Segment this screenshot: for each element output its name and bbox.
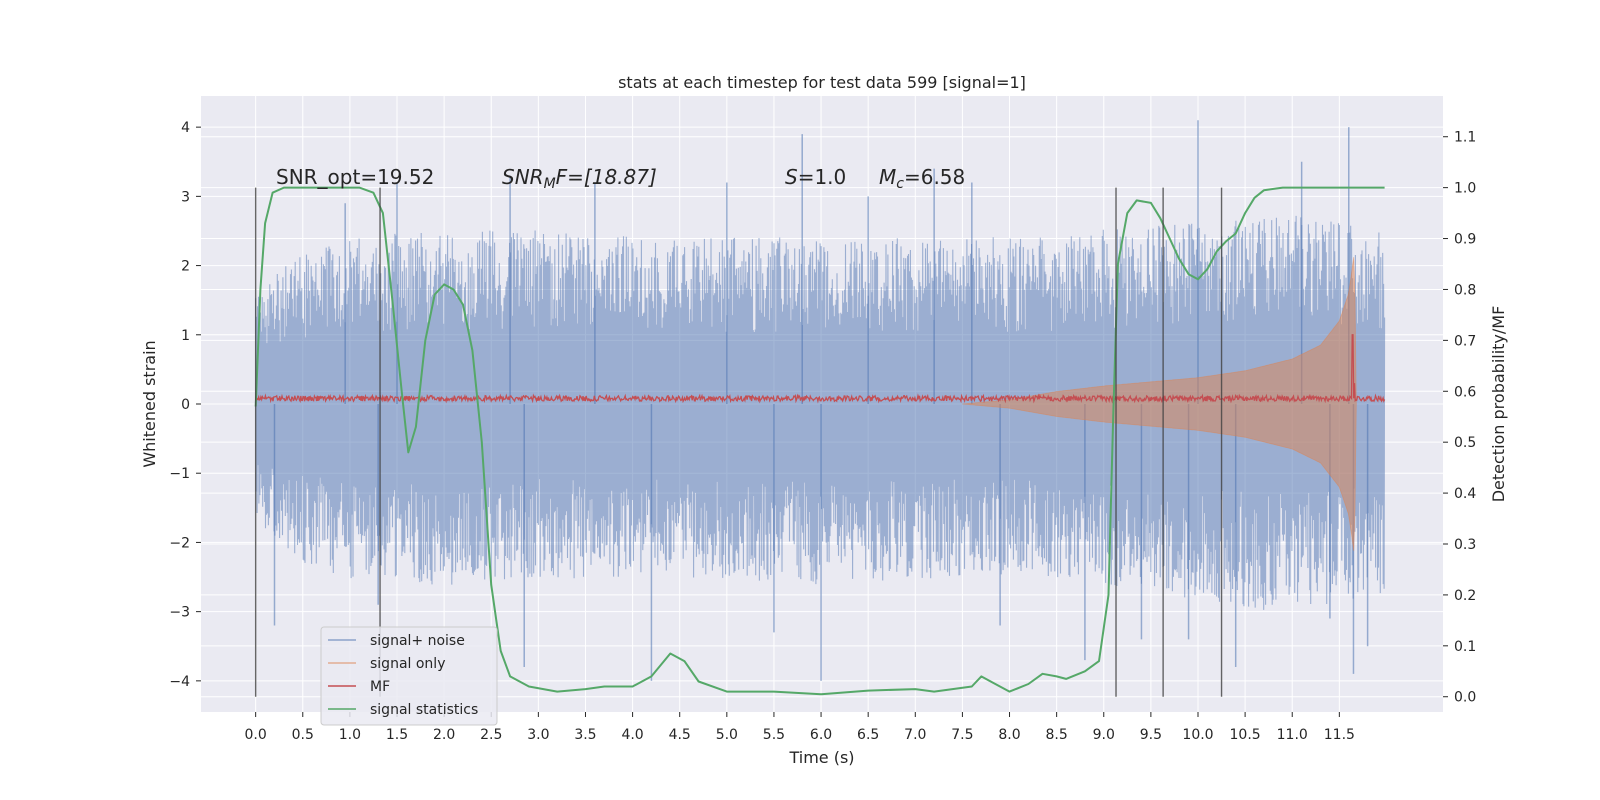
y-axis-right-label: Detection probability/MF: [1489, 306, 1508, 503]
y-right-tick-label: 1.0: [1454, 181, 1476, 197]
x-tick-label: 7.5: [951, 727, 973, 743]
y-tick-label: 4: [181, 120, 190, 136]
annotation-snr-mf-name: SNR: [502, 165, 544, 189]
y-right-tick-label: 0.0: [1454, 690, 1476, 706]
annotation-s: S=1.0: [785, 165, 846, 189]
chart-title: stats at each timestep for test data 599…: [618, 73, 1026, 92]
x-tick-label: 2.5: [480, 727, 502, 743]
x-tick-label: 10.0: [1182, 727, 1213, 743]
annotation-snr-mf: SNRMF=[18.87]: [502, 165, 657, 192]
annotation-mc-value: =6.58: [904, 165, 965, 189]
x-tick-label: 1.5: [386, 727, 408, 743]
x-tick-label: 9.5: [1140, 727, 1162, 743]
y-tick-label: −4: [169, 674, 190, 690]
axes: 0.0 0.5 1.0 1.5 2.0 2.5 3.0 3.5 4.0 4.5 5.0 5.5 6.0 6…: [169, 120, 1476, 743]
y-tick-label: −1: [169, 466, 190, 482]
x-tick-label: 6.0: [810, 727, 832, 743]
y-right-tick-label: 0.1: [1454, 639, 1476, 655]
series-layer: [254, 120, 1386, 696]
x-tick-label: 7.0: [904, 727, 926, 743]
x-tick-label: 6.5: [857, 727, 879, 743]
y-tick-label: −2: [169, 535, 190, 551]
y-right-tick-label: 0.8: [1454, 282, 1476, 298]
y-right-tick-label: 0.3: [1454, 537, 1476, 553]
y-tick-label: 2: [181, 259, 190, 275]
x-tick-label: 11.5: [1324, 727, 1355, 743]
y-right-tick-label: 0.7: [1454, 333, 1476, 349]
y-tick-label: 0: [181, 397, 190, 413]
x-axis-label: Time (s): [788, 748, 854, 767]
legend: signal+ noise signal only MF signal stat…: [320, 626, 498, 726]
annotation-s-name: S: [785, 165, 798, 189]
y-tick-label: 3: [181, 189, 190, 205]
series-mf: [255, 334, 1386, 404]
y-right-tick-label: 0.4: [1454, 486, 1476, 502]
annotation-mc-sub: c: [896, 176, 904, 192]
x-tick-label: 3.5: [574, 727, 596, 743]
y-right-tick-label: 0.9: [1454, 232, 1476, 248]
series-signal-noise: [255, 215, 1386, 610]
y-tick-label: −3: [169, 605, 190, 621]
series-signal-statistics: [254, 186, 1385, 696]
x-tick-label: 9.0: [1093, 727, 1115, 743]
legend-box: [320, 626, 498, 726]
x-tick-label: 2.0: [433, 727, 455, 743]
x-tick-label: 1.0: [339, 727, 361, 743]
x-tick-label: 4.0: [621, 727, 643, 743]
x-tick-label: 11.0: [1277, 727, 1308, 743]
y-axis-label: Whitened strain: [140, 340, 159, 467]
vertical-markers: [254, 187, 1223, 697]
legend-label-signal-noise: signal+ noise: [370, 633, 465, 649]
annotation-s-value: =1.0: [798, 165, 847, 189]
series-signal-only: [962, 257, 1357, 551]
annotation-mc-name: M: [879, 165, 896, 189]
x-tick-label: 8.5: [1046, 727, 1068, 743]
legend-label-mf: MF: [370, 679, 390, 695]
annotation-snr-mf-value: F=[18.87]: [556, 165, 657, 189]
legend-label-signal-only: signal only: [370, 656, 445, 672]
x-tick-label: 5.5: [763, 727, 785, 743]
annotation-snr-mf-sub: M: [544, 176, 556, 192]
x-tick-label: 3.0: [527, 727, 549, 743]
y-tick-label: 1: [181, 328, 190, 344]
y-right-tick-label: 0.5: [1454, 435, 1476, 451]
x-tick-label: 0.5: [292, 727, 314, 743]
annotation-snr-opt: SNR_opt=19.52: [276, 165, 434, 189]
y-right-tick-label: 1.1: [1454, 130, 1476, 146]
x-tick-label: 8.0: [998, 727, 1020, 743]
y-right-tick-label: 0.2: [1454, 588, 1476, 604]
x-tick-label: 5.0: [716, 727, 738, 743]
x-tick-label: 10.5: [1230, 727, 1261, 743]
annotation-mc: Mc=6.58: [879, 165, 965, 192]
x-tick-label: 4.5: [669, 727, 691, 743]
legend-label-signal-statistics: signal statistics: [370, 702, 478, 718]
y-right-tick-label: 0.6: [1454, 384, 1476, 400]
x-tick-label: 0.0: [245, 727, 267, 743]
